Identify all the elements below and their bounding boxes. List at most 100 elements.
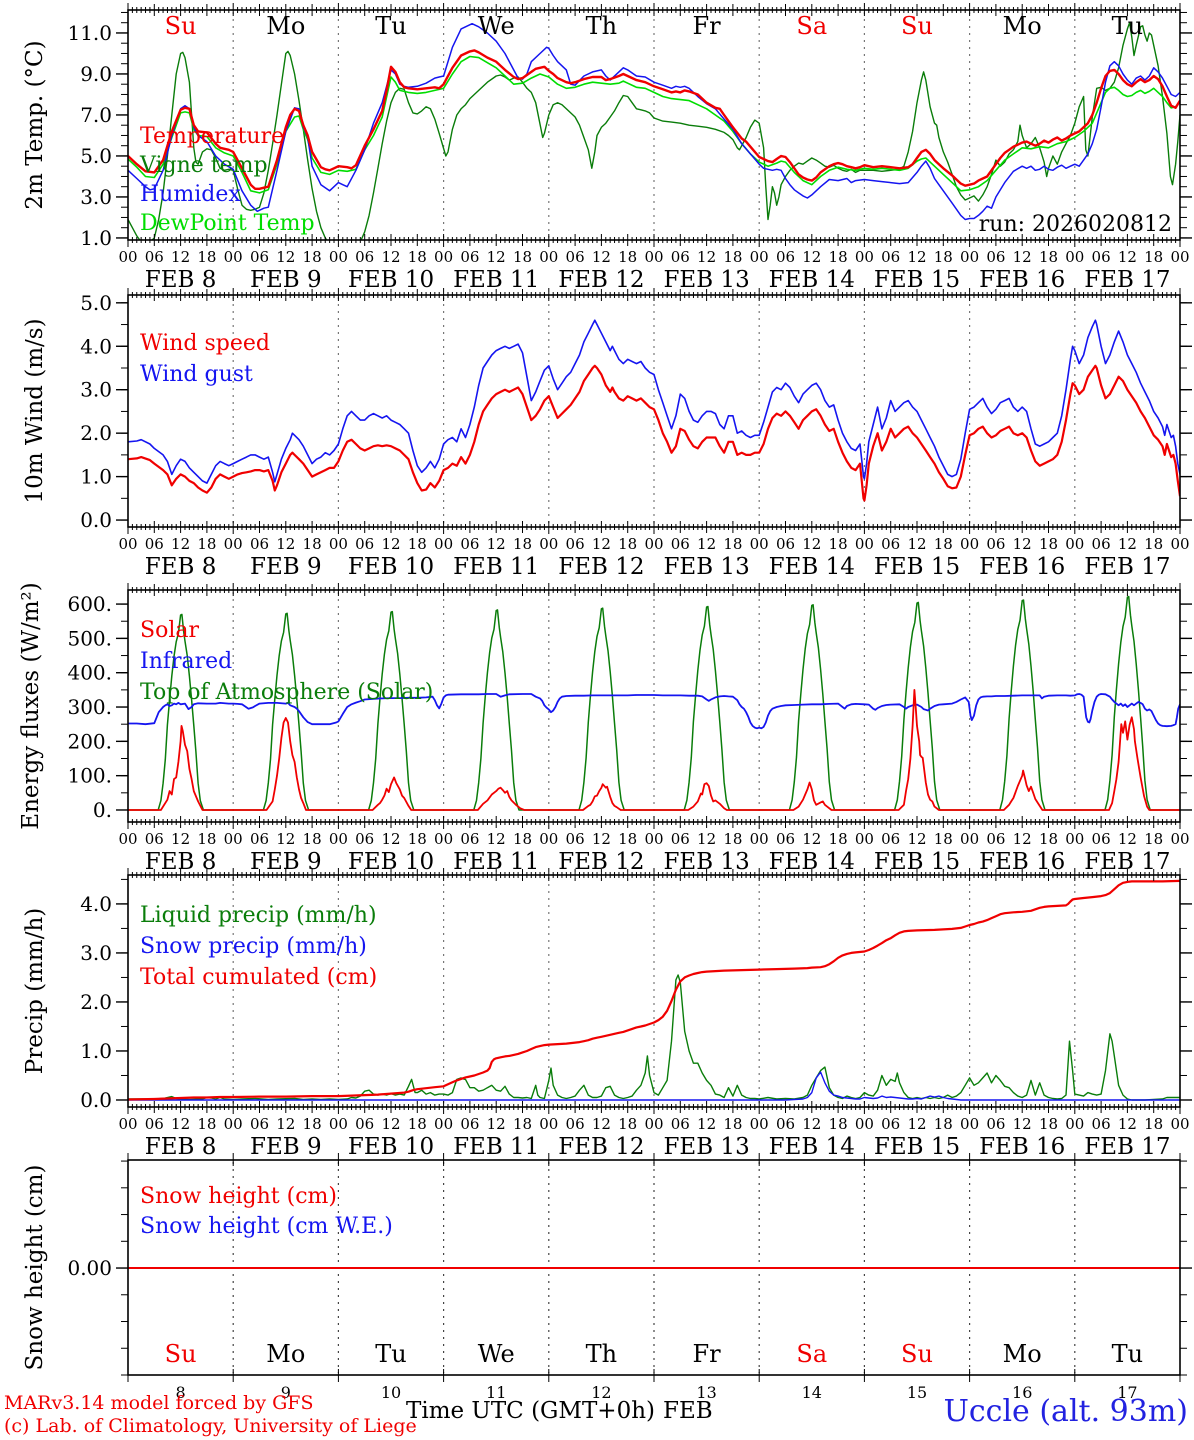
- hour-tick-label: 00: [644, 1115, 663, 1133]
- hour-tick-label: 00: [434, 830, 453, 848]
- hour-tick-label: 06: [355, 1115, 374, 1133]
- panel-precip: 0.0 1.0 2.0 3.0 4.0 Precip (mm/h) Liquid preci…: [22, 868, 1192, 1160]
- hour-tick-label: 06: [566, 248, 585, 266]
- hour-tick-label: 00: [1170, 248, 1189, 266]
- panel-energy: 0. 100. 200. 300. 400. 500. 600. Energy fluxes …: [18, 582, 1192, 875]
- hour-tick-label: 00: [960, 1115, 979, 1133]
- hour-tick-label: 06: [986, 1115, 1005, 1133]
- hour-tick-label: 00: [1065, 535, 1084, 553]
- hour-tick-label: 00: [434, 535, 453, 553]
- hour-tick-label: 06: [986, 830, 1005, 848]
- y-tick-label: 4.0: [80, 892, 112, 916]
- hour-tick-label: 12: [907, 1115, 926, 1133]
- legend-label: Wind speed: [140, 331, 270, 356]
- series-group: [128, 879, 1180, 1101]
- hour-tick-label: 12: [487, 535, 506, 553]
- hour-tick-label: 00: [118, 535, 137, 553]
- hour-tick-label: 12: [276, 248, 295, 266]
- series-infrared-line: [128, 693, 1180, 730]
- hour-tick-label: 00: [960, 830, 979, 848]
- hour-tick-label: 18: [829, 1115, 848, 1133]
- y-tick-label: 5.0: [80, 144, 112, 168]
- hour-tick-label: 06: [566, 830, 585, 848]
- hour-tick-label: 12: [802, 830, 821, 848]
- date-label: FEB 10: [348, 554, 434, 580]
- hour-tick-label: 12: [1013, 1115, 1032, 1133]
- day-number-label: 9: [281, 1383, 291, 1402]
- hour-tick-label: 18: [303, 535, 322, 553]
- hour-tick-label: 18: [303, 830, 322, 848]
- hour-tick-label: 18: [618, 830, 637, 848]
- day-gridlines: [232, 12, 1076, 238]
- legend-label: Snow height (cm): [140, 1184, 337, 1209]
- hour-tick-label: 18: [829, 535, 848, 553]
- hour-tick-label: 18: [1039, 535, 1058, 553]
- hour-tick-label: 12: [171, 535, 190, 553]
- y-axis-title: Energy fluxes (W/m²): [18, 582, 44, 829]
- series-total-cumulated-line: [128, 879, 1180, 1101]
- day-letter-tu-17: Tu: [1112, 1340, 1143, 1368]
- day-number-label: 14: [802, 1383, 822, 1402]
- hour-tick-label: 12: [487, 248, 506, 266]
- hour-tick-label: 12: [907, 830, 926, 848]
- hour-tick-label: 00: [960, 248, 979, 266]
- date-label: FEB 15: [874, 267, 960, 293]
- date-label: FEB 14: [769, 267, 855, 293]
- hour-tick-label: 00: [1170, 1115, 1189, 1133]
- hour-tick-label: 06: [1092, 535, 1111, 553]
- hour-tick-label: 00: [329, 830, 348, 848]
- hour-tick-label: 18: [723, 535, 742, 553]
- hour-tick-label: 06: [250, 1115, 269, 1133]
- panels-group: 1.0 3.0 5.0 7.0 9.0 11.0 2m Temp. (°C) Temperat…: [18, 3, 1192, 1402]
- y-tick-label: 0.: [93, 798, 112, 822]
- hour-tick-label: 06: [881, 830, 900, 848]
- date-label: FEB 8: [145, 554, 217, 580]
- series-snow-precip-line: [128, 1071, 1180, 1101]
- hour-tick-label: 18: [408, 1115, 427, 1133]
- hour-tick-label: 06: [250, 535, 269, 553]
- hour-tick-label: 00: [750, 535, 769, 553]
- y-tick-label: 300.: [67, 695, 112, 719]
- day-letter-mo-16: Mo: [1003, 12, 1042, 40]
- date-label: FEB 15: [874, 1134, 960, 1160]
- hour-tick-label: 06: [881, 535, 900, 553]
- date-label: FEB 9: [250, 267, 322, 293]
- day-letter-th-12: Th: [586, 12, 617, 40]
- day-number-label: 16: [1012, 1383, 1032, 1402]
- y-tick-label: 4.0: [80, 334, 112, 358]
- series-wind-speed-line: [128, 364, 1180, 502]
- date-label: FEB 12: [558, 554, 644, 580]
- hour-tick-label: 06: [145, 248, 164, 266]
- hour-tick-label: 06: [671, 248, 690, 266]
- hour-tick-label: 18: [513, 535, 532, 553]
- hour-tick-label: 18: [723, 1115, 742, 1133]
- hour-tick-label: 12: [1013, 248, 1032, 266]
- y-tick-label: 1.0: [80, 226, 112, 250]
- date-label: FEB 8: [145, 1134, 217, 1160]
- day-letter-sa-14: Sa: [796, 12, 827, 40]
- y-ticks: [116, 1160, 1192, 1376]
- hour-tick-label: 18: [197, 1115, 216, 1133]
- hour-tick-label: 06: [776, 830, 795, 848]
- hour-tick-label: 18: [723, 830, 742, 848]
- x-axis-title: Time UTC (GMT+0h): [406, 1398, 655, 1424]
- panel-wind: 0.0 1.0 2.0 3.0 4.0 5.0 10m Wind (m/s) Wind spe…: [22, 288, 1192, 580]
- hour-tick-label: 06: [671, 1115, 690, 1133]
- series-temperature-line: [128, 49, 1180, 190]
- date-label: FEB 16: [979, 267, 1065, 293]
- day-letter-fr-13: Fr: [693, 12, 722, 40]
- day-gridlines: [232, 592, 1076, 820]
- hour-tick-label: 18: [829, 248, 848, 266]
- hour-tick-label: 06: [1092, 248, 1111, 266]
- legend-label: Humidex: [140, 182, 241, 207]
- hour-tick-label: 00: [539, 535, 558, 553]
- hour-tick-label: 00: [855, 1115, 874, 1133]
- legend-label: Total cumulated (cm): [140, 965, 377, 990]
- date-label: FEB 17: [1084, 554, 1170, 580]
- y-tick-label: 200.: [67, 729, 112, 753]
- day-letter-we-11: We: [478, 1340, 515, 1368]
- hour-tick-label: 18: [1144, 830, 1163, 848]
- day-gridlines: [232, 877, 1076, 1105]
- run-label: run: 2026020812: [979, 212, 1172, 237]
- station-label: Uccle (alt. 93m): [944, 1394, 1188, 1429]
